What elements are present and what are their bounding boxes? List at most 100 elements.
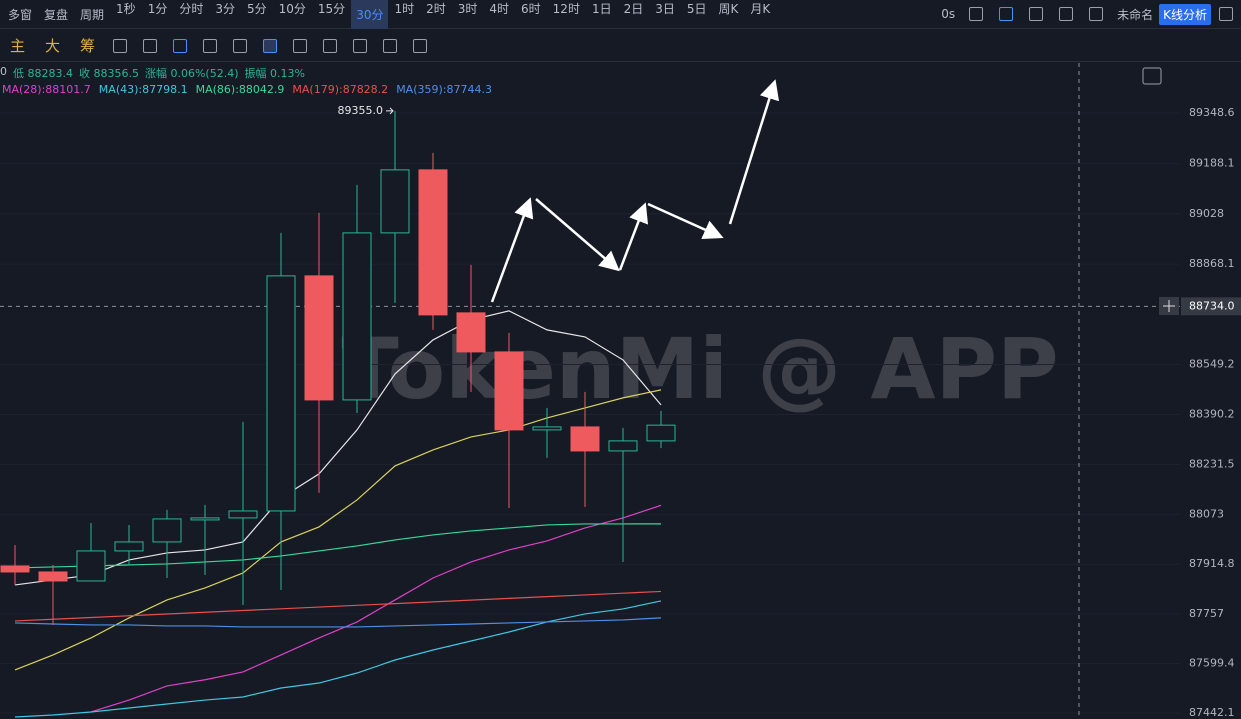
indicator-button[interactable]: 筹 xyxy=(80,37,96,55)
toolbar-button[interactable]: 复盘 xyxy=(44,7,69,22)
y-tick-label: 88549.2 xyxy=(1189,357,1235,370)
interval-button[interactable]: 3时 xyxy=(457,1,478,16)
camera-icon[interactable] xyxy=(969,7,984,21)
candle-body xyxy=(114,541,144,552)
interval-button[interactable]: 2日 xyxy=(623,1,644,16)
legend-entry: MA(43):87798.1 xyxy=(98,83,188,96)
indicator-button[interactable]: 主 xyxy=(10,37,26,55)
legend-entry: MA(86):88042.9 xyxy=(195,83,285,96)
info-item: 低 88283.4 xyxy=(13,67,73,80)
candle-body xyxy=(418,169,448,316)
interval-button[interactable]: 4时 xyxy=(489,1,510,16)
ma-line xyxy=(14,600,662,718)
interval-button[interactable]: 5分 xyxy=(246,1,267,16)
interval-list: 1秒 1分 分时 3分 5分 10分 15分 30分 1时 2时 3时 4时 6时 12时 1日 2日 3日 5日… xyxy=(110,0,776,29)
interval-button[interactable]: 1秒 xyxy=(116,1,136,16)
window-icon[interactable] xyxy=(1029,7,1044,21)
tool-icon[interactable] xyxy=(203,38,218,53)
y-tick-label: 89028 xyxy=(1189,207,1224,220)
tool-icon[interactable] xyxy=(293,38,308,53)
candle-body xyxy=(0,565,30,573)
crosshair-label-bg xyxy=(1181,297,1241,316)
y-tick-label: 89188.1 xyxy=(1189,156,1235,169)
ma-line xyxy=(14,590,662,622)
y-tick-label: 87442.1 xyxy=(1189,706,1235,719)
candle-body xyxy=(38,571,68,582)
candle-body xyxy=(494,351,524,431)
y-tick-label: 89348.6 xyxy=(1189,106,1235,119)
tool-icon[interactable] xyxy=(113,38,128,53)
legend-entry: MA(359):87744.3 xyxy=(396,83,492,96)
fullscreen-icon[interactable] xyxy=(1142,67,1162,85)
tool-icon[interactable] xyxy=(263,38,278,53)
tool-icon[interactable] xyxy=(413,38,428,53)
interval-button[interactable]: 2时 xyxy=(426,1,446,16)
pen-icon[interactable] xyxy=(999,7,1014,21)
ma-line xyxy=(14,389,662,671)
max-arrow xyxy=(386,107,394,115)
info-item: 振幅 0.13% xyxy=(244,67,305,80)
interval-button[interactable]: 3日 xyxy=(655,1,675,16)
interval-button[interactable]: 6时 xyxy=(521,1,541,16)
interval-button[interactable]: 周K xyxy=(718,1,739,16)
candle-body xyxy=(342,232,372,401)
y-tick-label: 87757 xyxy=(1189,607,1224,620)
tool-icon[interactable] xyxy=(233,38,248,53)
toolbar-button[interactable]: 周期 xyxy=(80,7,105,22)
indicator-button[interactable]: 大 xyxy=(45,37,61,55)
candle-body xyxy=(304,275,334,401)
ma-legend: MA(28):88101.7 MA(43):87798.1 MA(86):88042… xyxy=(2,83,492,96)
tool-icon[interactable] xyxy=(173,38,188,53)
interval-button[interactable]: 30分 xyxy=(351,0,389,29)
candle-body xyxy=(570,426,600,452)
settings-icon[interactable] xyxy=(1059,7,1074,21)
watermark: TokenMi @ APP xyxy=(341,320,1058,418)
interval-button[interactable]: 月K xyxy=(750,1,771,16)
candle-body xyxy=(380,169,410,234)
info-row: 0 低 88283.4 收 88356.5 涨幅 0.06%(52.4) 振幅 0.13… xyxy=(0,65,305,81)
toolbar-button[interactable]: 多窗 xyxy=(8,7,33,22)
info-item: 涨幅 0.06%(52.4) xyxy=(144,67,239,80)
candle-body xyxy=(266,275,296,512)
analysis-button[interactable]: K线分析 xyxy=(1159,3,1211,25)
interval-button[interactable]: 5日 xyxy=(686,1,707,16)
drawn-arrows xyxy=(490,79,780,303)
interval-button[interactable]: 1分 xyxy=(147,1,168,16)
tool-icon[interactable] xyxy=(383,38,398,53)
tool-icon[interactable] xyxy=(143,38,158,53)
candle-body xyxy=(76,550,106,582)
ma-line xyxy=(90,504,662,713)
interval-button[interactable]: 1时 xyxy=(394,1,415,16)
top-toolbar: 多窗 复盘 周期 1秒 1分 分时 3分 5分 10分 15分 30分 1时 2时 3时 4时 6时 12… xyxy=(0,0,1241,29)
interval-button[interactable]: 10分 xyxy=(278,1,306,16)
candle-body xyxy=(190,517,220,521)
y-tick-label: 88868.1 xyxy=(1189,257,1235,270)
interval-button[interactable]: 15分 xyxy=(317,1,346,16)
countdown: 0s xyxy=(941,7,956,21)
candle-body xyxy=(456,312,486,353)
interval-button[interactable]: 分时 xyxy=(179,1,204,16)
ma-line xyxy=(14,617,662,628)
ma-line xyxy=(14,310,662,586)
share-icon[interactable] xyxy=(1219,7,1233,21)
tool-icon[interactable] xyxy=(353,38,368,53)
layout-name[interactable]: 未命名 xyxy=(1117,7,1154,22)
candle-body xyxy=(608,440,638,452)
candle-body xyxy=(152,518,182,543)
tool-icon[interactable] xyxy=(323,38,338,53)
max-label: 89355.0 xyxy=(338,104,384,117)
info-item: 0 xyxy=(0,65,7,78)
interval-button[interactable]: 12时 xyxy=(552,1,580,16)
interval-button[interactable]: 3分 xyxy=(215,1,235,16)
info-item: 收 88356.5 xyxy=(78,67,139,80)
candle-body xyxy=(646,424,676,442)
y-tick-label: 88073 xyxy=(1189,507,1224,520)
legend-entry: MA(28):88101.7 xyxy=(2,83,91,96)
drawing-toolbar: 主 大 筹 xyxy=(0,30,1241,62)
interval-button[interactable]: 1日 xyxy=(591,1,612,16)
expand-icon[interactable] xyxy=(1089,7,1104,21)
y-tick-label: 88231.5 xyxy=(1189,458,1235,471)
y-tick-label: 88390.2 xyxy=(1189,408,1235,421)
